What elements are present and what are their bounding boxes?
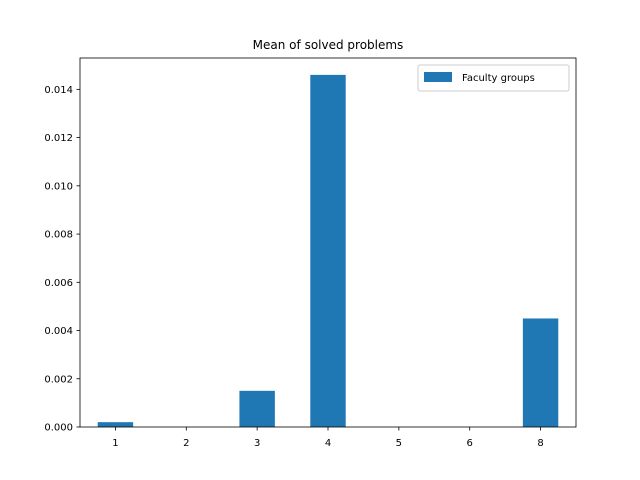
plot-frame [79, 57, 577, 428]
x-tick-label: 2 [183, 438, 189, 449]
x-tick-label: 8 [537, 438, 543, 449]
legend-swatch [424, 72, 452, 82]
bar-3 [239, 390, 275, 427]
y-tick-label: 0.010 [44, 181, 73, 192]
x-tick-label: 1 [112, 438, 118, 449]
x-tick-label: 6 [467, 438, 473, 449]
y-tick-label: 0.002 [44, 374, 73, 385]
x-tick-label: 4 [325, 438, 331, 449]
bar-4 [310, 74, 346, 427]
legend: Faculty groups [417, 64, 570, 92]
chart-title: Mean of solved problems [253, 38, 404, 52]
y-tick-label: 0.006 [44, 278, 73, 289]
bar-8 [522, 318, 559, 427]
y-tick-label: 0.012 [44, 133, 73, 144]
legend-box [417, 64, 570, 92]
x-tick-label: 5 [396, 438, 402, 449]
bars-group [97, 74, 559, 427]
x-axis: 1 2 3 4 5 6 8 [112, 427, 544, 449]
legend-label: Faculty groups [462, 73, 535, 84]
y-tick-label: 0.008 [44, 230, 73, 241]
y-tick-label: 0.014 [44, 85, 73, 96]
y-tick-label: 0.000 [44, 423, 73, 434]
y-axis: 0.000 0.002 0.004 0.006 0.008 0.010 0.012 0.014 [44, 85, 80, 434]
x-tick-label: 3 [254, 438, 260, 449]
y-tick-label: 0.004 [44, 326, 73, 337]
bar-1 [97, 422, 134, 427]
